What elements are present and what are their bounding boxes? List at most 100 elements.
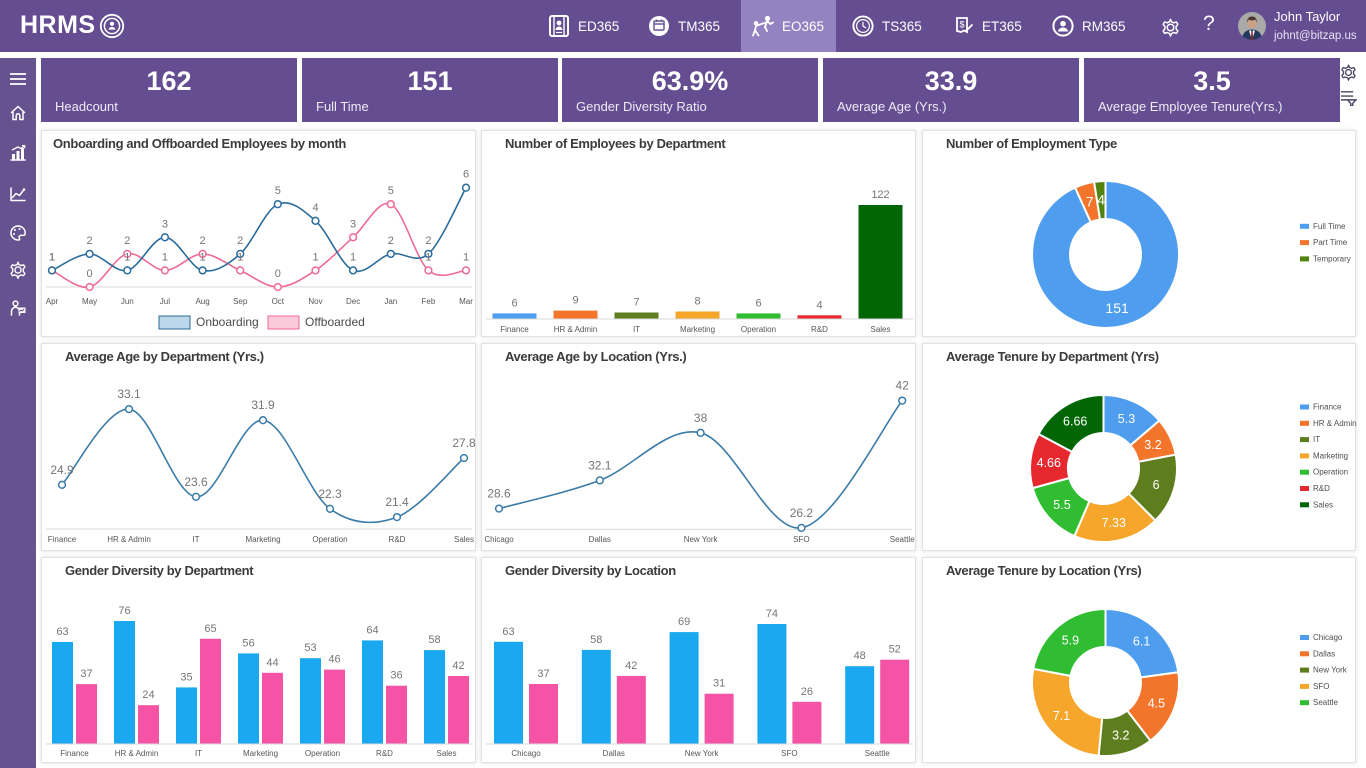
svg-text:5.9: 5.9 [1062, 634, 1079, 648]
svg-text:4: 4 [816, 299, 822, 311]
svg-text:Seattle: Seattle [865, 749, 890, 758]
svg-text:May: May [82, 297, 97, 306]
svg-text:3.2: 3.2 [1112, 729, 1129, 743]
svg-text:53: 53 [304, 642, 316, 654]
svg-text:3: 3 [350, 218, 356, 230]
svg-text:5: 5 [275, 185, 281, 197]
svg-text:2: 2 [124, 235, 130, 247]
svg-text:IT: IT [195, 749, 202, 758]
svg-text:2: 2 [425, 235, 431, 247]
svg-text:6: 6 [755, 297, 761, 309]
svg-text:42: 42 [896, 379, 910, 393]
svg-text:7: 7 [633, 297, 639, 309]
svg-text:36: 36 [390, 670, 402, 682]
svg-text:Dallas: Dallas [1313, 649, 1335, 658]
svg-text:1: 1 [425, 251, 431, 263]
svg-text:46: 46 [328, 654, 340, 666]
svg-text:9: 9 [572, 295, 578, 307]
svg-text:Onboarding: Onboarding [196, 315, 259, 329]
svg-text:Marketing: Marketing [680, 325, 715, 334]
svg-text:Finance: Finance [48, 535, 77, 544]
svg-text:26.2: 26.2 [790, 506, 814, 520]
svg-text:Jul: Jul [160, 297, 170, 306]
svg-text:IT: IT [633, 325, 640, 334]
svg-text:Operation: Operation [312, 535, 347, 544]
svg-text:Sales: Sales [1313, 500, 1333, 509]
svg-text:HR & Admin: HR & Admin [107, 535, 151, 544]
svg-text:Marketing: Marketing [243, 749, 278, 758]
svg-text:Seattle: Seattle [890, 535, 915, 544]
svg-text:2: 2 [200, 235, 206, 247]
svg-text:Finance: Finance [1313, 403, 1342, 412]
svg-text:38: 38 [694, 411, 708, 425]
svg-text:69: 69 [678, 616, 690, 628]
svg-text:IT: IT [192, 535, 199, 544]
svg-text:7: 7 [1086, 194, 1094, 210]
svg-text:Offboarded: Offboarded [305, 315, 365, 329]
svg-text:76: 76 [118, 605, 130, 617]
svg-text:1: 1 [49, 251, 55, 263]
svg-text:R&D: R&D [376, 749, 393, 758]
svg-text:R&D: R&D [389, 535, 406, 544]
svg-text:63: 63 [56, 626, 68, 638]
svg-text:Marketing: Marketing [1313, 451, 1348, 460]
svg-text:Dallas: Dallas [589, 535, 611, 544]
svg-text:8: 8 [694, 296, 700, 308]
svg-text:Seattle: Seattle [1313, 698, 1338, 707]
svg-text:SFO: SFO [1313, 682, 1329, 691]
svg-text:4.66: 4.66 [1037, 456, 1061, 470]
svg-text:Mar: Mar [459, 297, 473, 306]
svg-text:27.8: 27.8 [452, 436, 476, 450]
svg-text:24.9: 24.9 [50, 463, 74, 477]
svg-text:1: 1 [162, 251, 168, 263]
svg-text:31: 31 [713, 678, 725, 690]
svg-text:Aug: Aug [195, 297, 209, 306]
svg-text:1: 1 [124, 251, 130, 263]
svg-text:32.1: 32.1 [588, 458, 612, 472]
svg-text:44: 44 [266, 657, 278, 669]
svg-text:1: 1 [49, 251, 55, 263]
svg-text:R&D: R&D [1313, 484, 1330, 493]
svg-text:New York: New York [685, 749, 720, 758]
svg-text:Dec: Dec [346, 297, 360, 306]
svg-text:151: 151 [1105, 300, 1129, 316]
svg-text:64: 64 [366, 624, 378, 636]
svg-text:Chicago: Chicago [1313, 633, 1343, 642]
svg-text:1: 1 [200, 251, 206, 263]
svg-text:48: 48 [854, 650, 866, 662]
svg-text:Feb: Feb [422, 297, 436, 306]
svg-text:24: 24 [142, 689, 154, 701]
svg-text:2: 2 [388, 235, 394, 247]
svg-text:5: 5 [388, 185, 394, 197]
svg-text:0: 0 [275, 268, 281, 280]
svg-text:Finance: Finance [500, 325, 529, 334]
svg-text:22.3: 22.3 [318, 487, 342, 501]
svg-text:IT: IT [1313, 435, 1320, 444]
svg-text:Finance: Finance [60, 749, 89, 758]
svg-text:Temporary: Temporary [1313, 254, 1351, 263]
svg-text:4.5: 4.5 [1148, 697, 1165, 711]
svg-text:21.4: 21.4 [385, 495, 409, 509]
svg-text:35: 35 [180, 671, 192, 683]
svg-text:Operation: Operation [1313, 468, 1348, 477]
svg-text:Operation: Operation [741, 325, 776, 334]
svg-text:63: 63 [502, 626, 514, 638]
svg-text:2: 2 [237, 235, 243, 247]
svg-text:1: 1 [463, 251, 469, 263]
svg-text:1: 1 [237, 251, 243, 263]
svg-text:58: 58 [590, 634, 602, 646]
svg-text:Sep: Sep [233, 297, 248, 306]
svg-text:0: 0 [87, 268, 93, 280]
svg-text:6.66: 6.66 [1063, 415, 1087, 429]
svg-text:42: 42 [625, 660, 637, 672]
svg-text:3: 3 [162, 218, 168, 230]
svg-text:6: 6 [463, 169, 469, 181]
svg-text:5.3: 5.3 [1118, 412, 1135, 426]
svg-text:4: 4 [1097, 192, 1105, 208]
svg-text:6: 6 [511, 297, 517, 309]
svg-text:Dallas: Dallas [603, 749, 625, 758]
svg-text:SFO: SFO [781, 749, 797, 758]
svg-text:42: 42 [452, 660, 464, 672]
svg-text:Sales: Sales [870, 325, 890, 334]
svg-text:Jun: Jun [121, 297, 134, 306]
